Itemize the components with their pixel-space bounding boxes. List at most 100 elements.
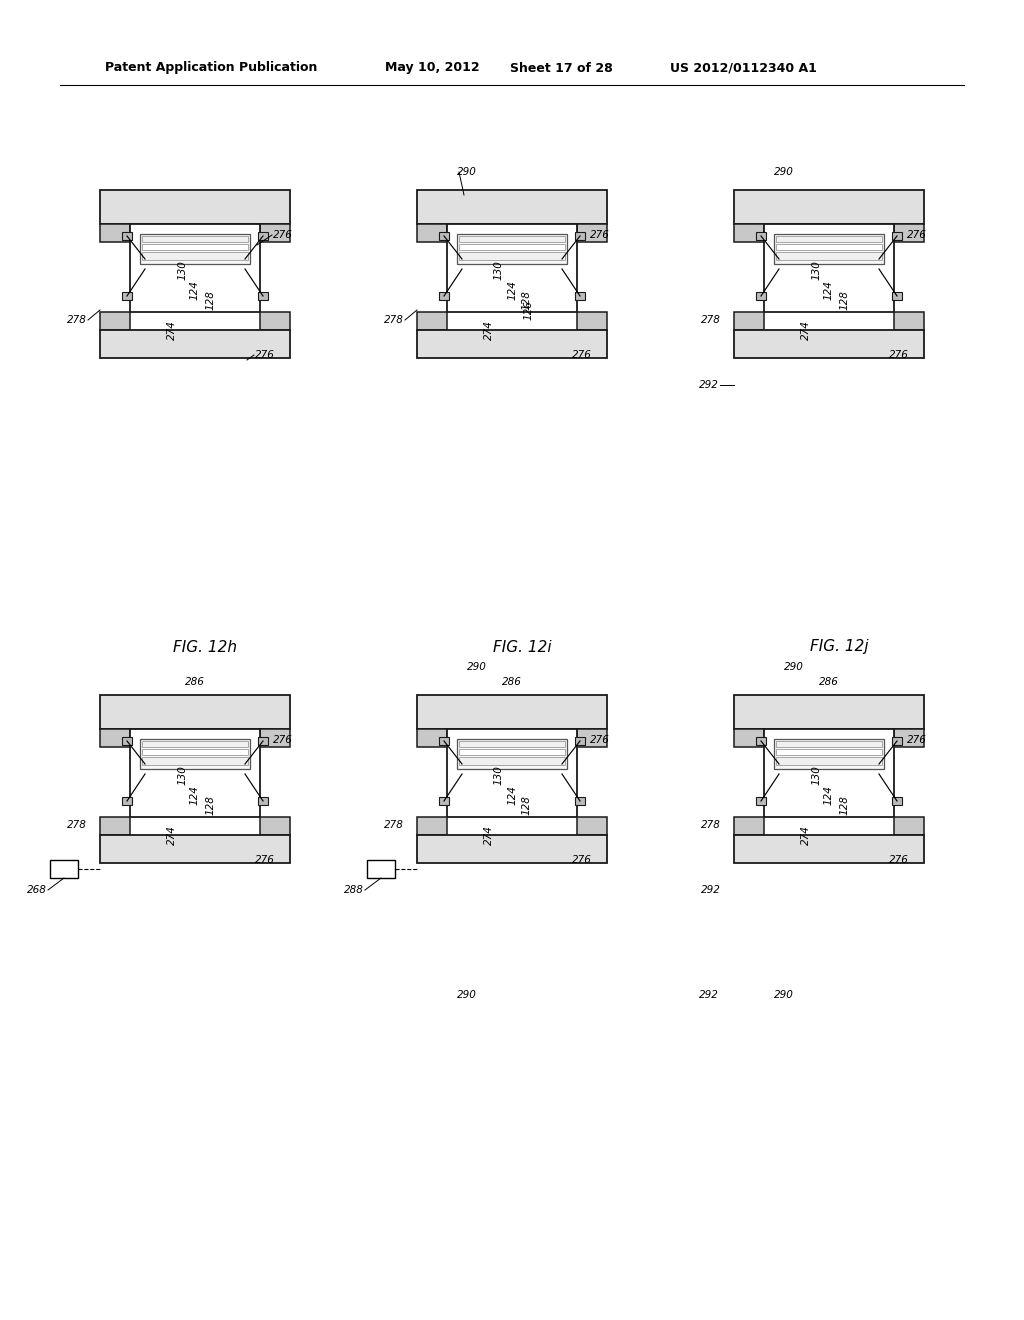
Bar — [577, 817, 607, 836]
Bar — [417, 224, 447, 242]
Bar — [734, 190, 924, 224]
Text: 274: 274 — [801, 825, 811, 845]
Bar — [734, 817, 764, 836]
Text: 286: 286 — [185, 677, 205, 686]
Bar — [776, 252, 882, 260]
Text: 290: 290 — [457, 990, 477, 1001]
Text: 276: 276 — [590, 230, 610, 240]
Bar — [734, 696, 924, 729]
Bar — [122, 797, 132, 805]
Bar — [417, 312, 447, 330]
Bar — [258, 292, 268, 300]
Text: 130: 130 — [494, 766, 504, 785]
Bar — [776, 236, 882, 242]
Text: 276: 276 — [572, 350, 592, 360]
Text: 278: 278 — [701, 820, 721, 830]
Bar — [459, 741, 565, 747]
Text: 276: 276 — [889, 855, 909, 865]
Bar — [774, 234, 884, 264]
Text: 276: 276 — [907, 735, 927, 744]
Bar — [130, 729, 260, 817]
Text: 276: 276 — [273, 230, 293, 240]
Text: 130: 130 — [177, 766, 187, 785]
Text: 276: 276 — [255, 855, 274, 865]
Bar — [142, 756, 248, 766]
Bar — [417, 696, 607, 729]
Bar — [258, 232, 268, 240]
Text: Sheet 17 of 28: Sheet 17 of 28 — [510, 62, 612, 74]
Bar — [417, 330, 607, 358]
Bar — [459, 252, 565, 260]
Bar — [258, 797, 268, 805]
Bar — [50, 861, 78, 878]
Text: 278: 278 — [68, 820, 87, 830]
Text: 292: 292 — [699, 380, 719, 389]
Bar — [260, 312, 290, 330]
Text: 276: 276 — [255, 350, 274, 360]
Bar — [577, 312, 607, 330]
Bar — [140, 739, 250, 770]
Bar — [140, 234, 250, 264]
Bar — [575, 797, 585, 805]
Bar — [417, 817, 447, 836]
Bar — [892, 737, 902, 744]
Text: US 2012/0112340 A1: US 2012/0112340 A1 — [670, 62, 817, 74]
Bar — [439, 737, 449, 744]
Text: 124: 124 — [824, 785, 834, 805]
Text: 276: 276 — [889, 350, 909, 360]
Bar — [142, 236, 248, 242]
Bar — [894, 312, 924, 330]
Bar — [459, 244, 565, 249]
Text: 278: 278 — [384, 820, 404, 830]
Bar — [130, 224, 260, 312]
Bar — [756, 292, 766, 300]
Text: FIG. 12h: FIG. 12h — [173, 639, 237, 655]
Text: 290: 290 — [774, 168, 794, 177]
Bar — [100, 190, 290, 224]
Bar — [260, 729, 290, 747]
Bar — [417, 190, 607, 224]
Bar — [577, 224, 607, 242]
Bar — [734, 330, 924, 358]
Bar — [122, 292, 132, 300]
Bar — [577, 729, 607, 747]
Bar — [367, 861, 395, 878]
Bar — [457, 739, 567, 770]
Bar — [459, 236, 565, 242]
Bar — [776, 244, 882, 249]
Bar — [122, 737, 132, 744]
Bar — [142, 244, 248, 249]
Bar — [258, 737, 268, 744]
Bar — [100, 330, 290, 358]
Text: 286: 286 — [819, 677, 839, 686]
Bar — [100, 729, 130, 747]
Bar — [100, 312, 130, 330]
Text: 276: 276 — [572, 855, 592, 865]
Text: 128: 128 — [205, 290, 215, 310]
Bar — [459, 748, 565, 755]
Text: 290: 290 — [457, 168, 477, 177]
Text: Patent Application Publication: Patent Application Publication — [105, 62, 317, 74]
Bar — [575, 232, 585, 240]
Text: 278: 278 — [384, 315, 404, 325]
Bar — [894, 224, 924, 242]
Text: 130: 130 — [811, 766, 821, 785]
Bar — [734, 836, 924, 863]
Bar — [756, 797, 766, 805]
Bar — [756, 232, 766, 240]
Bar — [734, 312, 764, 330]
Text: 290: 290 — [784, 663, 804, 672]
Bar — [764, 224, 894, 312]
Text: 126: 126 — [524, 300, 534, 319]
Bar — [457, 234, 567, 264]
Bar — [459, 756, 565, 766]
Bar — [417, 836, 607, 863]
Text: 274: 274 — [801, 319, 811, 341]
Text: 124: 124 — [190, 280, 200, 300]
Bar — [764, 729, 894, 817]
Bar — [756, 737, 766, 744]
Bar — [894, 817, 924, 836]
Text: 288: 288 — [344, 884, 364, 895]
Bar — [439, 797, 449, 805]
Bar — [417, 729, 447, 747]
